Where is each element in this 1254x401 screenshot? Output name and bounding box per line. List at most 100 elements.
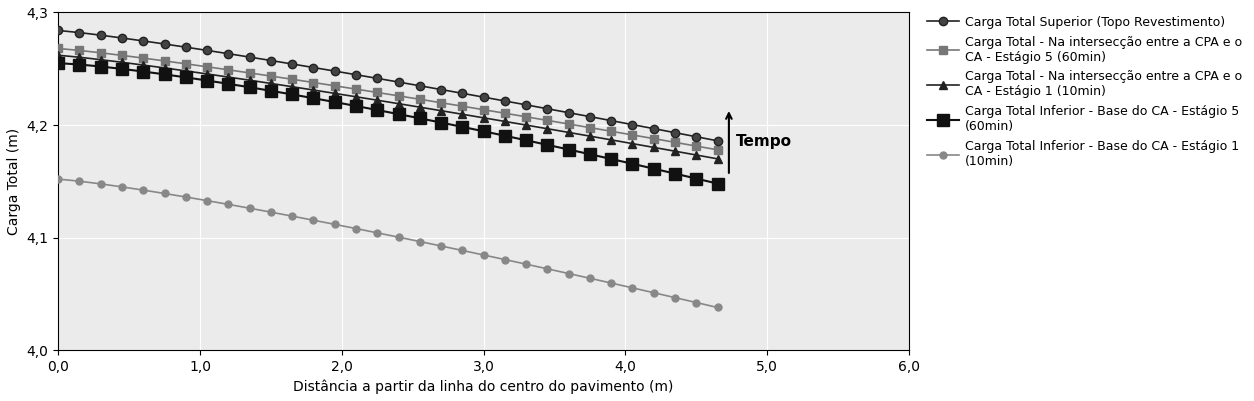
Carga Total Superior (Topo Revestimento) [603, 118, 618, 123]
Carga Total - Na intersecção entre a CPA e o
CA - Estágio 1 (10min) [519, 123, 534, 128]
Carga Total Inferior - Base do CA - Estágio 1
(10min) [199, 198, 214, 203]
Carga Total Superior (Topo Revestimento) [477, 95, 492, 99]
Carga Total Superior (Topo Revestimento) [646, 126, 661, 131]
Carga Total - Na intersecção entre a CPA e o
CA - Estágio 5 (60min) [221, 67, 236, 72]
Carga Total Inferior - Base do CA - Estágio 1
(10min) [477, 253, 492, 257]
Carga Total - Na intersecção entre a CPA e o
CA - Estágio 1 (10min) [540, 126, 556, 131]
Carga Total Inferior - Base do CA - Estágio 5
(60min) [285, 92, 300, 97]
Carga Total - Na intersecção entre a CPA e o
CA - Estágio 1 (10min) [370, 98, 385, 103]
Carga Total - Na intersecção entre a CPA e o
CA - Estágio 5 (60min) [519, 114, 534, 119]
Carga Total - Na intersecção entre a CPA e o
CA - Estágio 5 (60min) [50, 46, 65, 51]
Carga Total Superior (Topo Revestimento) [178, 45, 193, 50]
Carga Total Superior (Topo Revestimento) [582, 114, 597, 119]
Carga Total Inferior - Base do CA - Estágio 1
(10min) [93, 182, 108, 186]
Carga Total Superior (Topo Revestimento) [349, 72, 364, 77]
Carga Total Inferior - Base do CA - Estágio 1
(10min) [624, 286, 640, 290]
Carga Total - Na intersecção entre a CPA e o
CA - Estágio 5 (60min) [582, 125, 597, 130]
Carga Total Inferior - Base do CA - Estágio 1
(10min) [710, 305, 725, 310]
Carga Total - Na intersecção entre a CPA e o
CA - Estágio 1 (10min) [561, 130, 576, 135]
Carga Total - Na intersecção entre a CPA e o
CA - Estágio 1 (10min) [285, 84, 300, 89]
Carga Total Inferior - Base do CA - Estágio 5
(60min) [349, 103, 364, 108]
Carga Total - Na intersecção entre a CPA e o
CA - Estágio 5 (60min) [71, 48, 87, 53]
Carga Total Superior (Topo Revestimento) [157, 42, 172, 47]
Carga Total Inferior - Base do CA - Estágio 5
(60min) [646, 166, 661, 171]
Carga Total Inferior - Base do CA - Estágio 1
(10min) [306, 218, 321, 223]
Carga Total - Na intersecção entre a CPA e o
CA - Estágio 5 (60min) [349, 87, 364, 91]
Carga Total - Na intersecção entre a CPA e o
CA - Estágio 5 (60min) [413, 97, 428, 102]
Carga Total Inferior - Base do CA - Estágio 1
(10min) [582, 276, 597, 281]
Carga Total - Na intersecção entre a CPA e o
CA - Estágio 5 (60min) [370, 90, 385, 95]
X-axis label: Distância a partir da linha do centro do pavimento (m): Distância a partir da linha do centro do… [293, 380, 673, 394]
Carga Total Inferior - Base do CA - Estágio 5
(60min) [157, 72, 172, 77]
Carga Total Inferior - Base do CA - Estágio 5
(60min) [624, 161, 640, 166]
Carga Total - Na intersecção entre a CPA e o
CA - Estágio 5 (60min) [603, 129, 618, 134]
Carga Total Inferior - Base do CA - Estágio 1
(10min) [370, 231, 385, 235]
Carga Total Inferior - Base do CA - Estágio 5
(60min) [519, 138, 534, 143]
Carga Total Superior (Topo Revestimento) [306, 65, 321, 70]
Carga Total Inferior - Base do CA - Estágio 1
(10min) [285, 214, 300, 219]
Carga Total Superior (Topo Revestimento) [242, 55, 257, 59]
Carga Total Superior (Topo Revestimento) [391, 80, 406, 85]
Carga Total Inferior - Base do CA - Estágio 5
(60min) [370, 107, 385, 112]
Carga Total - Na intersecção entre a CPA e o
CA - Estágio 1 (10min) [157, 65, 172, 70]
Carga Total Inferior - Base do CA - Estágio 5
(60min) [93, 64, 108, 69]
Line: Carga Total Inferior - Base do CA - Estágio 1
(10min): Carga Total Inferior - Base do CA - Está… [55, 176, 721, 311]
Carga Total Inferior - Base do CA - Estágio 1
(10min) [603, 281, 618, 286]
Line: Carga Total - Na intersecção entre a CPA e o
CA - Estágio 5 (60min): Carga Total - Na intersecção entre a CPA… [54, 45, 722, 154]
Carga Total - Na intersecção entre a CPA e o
CA - Estágio 1 (10min) [263, 81, 278, 86]
Carga Total - Na intersecção entre a CPA e o
CA - Estágio 1 (10min) [688, 153, 703, 158]
Carga Total Inferior - Base do CA - Estágio 1
(10min) [667, 295, 682, 300]
Carga Total Inferior - Base do CA - Estágio 1
(10min) [540, 266, 556, 271]
Carga Total Inferior - Base do CA - Estágio 1
(10min) [157, 191, 172, 196]
Carga Total - Na intersecção entre a CPA e o
CA - Estágio 5 (60min) [646, 136, 661, 141]
Carga Total - Na intersecção entre a CPA e o
CA - Estágio 1 (10min) [477, 115, 492, 120]
Carga Total - Na intersecção entre a CPA e o
CA - Estágio 5 (60min) [624, 133, 640, 138]
Carga Total Inferior - Base do CA - Estágio 5
(60min) [477, 129, 492, 134]
Carga Total Inferior - Base do CA - Estágio 5
(60min) [50, 61, 65, 65]
Carga Total Superior (Topo Revestimento) [413, 83, 428, 88]
Carga Total Superior (Topo Revestimento) [114, 36, 129, 41]
Carga Total - Na intersecção entre a CPA e o
CA - Estágio 1 (10min) [710, 156, 725, 161]
Carga Total - Na intersecção entre a CPA e o
CA - Estágio 5 (60min) [667, 140, 682, 145]
Carga Total Superior (Topo Revestimento) [199, 48, 214, 53]
Line: Carga Total - Na intersecção entre a CPA e o
CA - Estágio 1 (10min): Carga Total - Na intersecção entre a CPA… [54, 51, 722, 163]
Y-axis label: Carga Total (m): Carga Total (m) [8, 128, 21, 235]
Carga Total Superior (Topo Revestimento) [285, 62, 300, 67]
Carga Total Inferior - Base do CA - Estágio 1
(10min) [242, 206, 257, 211]
Carga Total Inferior - Base do CA - Estágio 5
(60min) [561, 147, 576, 152]
Carga Total - Na intersecção entre a CPA e o
CA - Estágio 1 (10min) [434, 108, 449, 113]
Carga Total Superior (Topo Revestimento) [561, 110, 576, 115]
Carga Total Inferior - Base do CA - Estágio 1
(10min) [178, 194, 193, 199]
Carga Total Inferior - Base do CA - Estágio 5
(60min) [434, 120, 449, 125]
Carga Total - Na intersecção entre a CPA e o
CA - Estágio 1 (10min) [178, 69, 193, 73]
Carga Total - Na intersecção entre a CPA e o
CA - Estágio 1 (10min) [391, 101, 406, 106]
Carga Total Superior (Topo Revestimento) [540, 106, 556, 111]
Carga Total Inferior - Base do CA - Estágio 5
(60min) [242, 85, 257, 90]
Carga Total Superior (Topo Revestimento) [624, 122, 640, 127]
Carga Total Superior (Topo Revestimento) [434, 87, 449, 92]
Carga Total Inferior - Base do CA - Estágio 5
(60min) [263, 88, 278, 93]
Carga Total - Na intersecção entre a CPA e o
CA - Estágio 1 (10min) [221, 75, 236, 79]
Carga Total - Na intersecção entre a CPA e o
CA - Estágio 5 (60min) [498, 111, 513, 115]
Carga Total - Na intersecção entre a CPA e o
CA - Estágio 5 (60min) [178, 61, 193, 66]
Carga Total - Na intersecção entre a CPA e o
CA - Estágio 5 (60min) [477, 107, 492, 112]
Carga Total Inferior - Base do CA - Estágio 5
(60min) [688, 176, 703, 181]
Carga Total Inferior - Base do CA - Estágio 5
(60min) [178, 75, 193, 80]
Carga Total Superior (Topo Revestimento) [327, 69, 342, 73]
Carga Total Superior (Topo Revestimento) [71, 30, 87, 35]
Carga Total - Na intersecção entre a CPA e o
CA - Estágio 5 (60min) [688, 144, 703, 148]
Carga Total Inferior - Base do CA - Estágio 1
(10min) [455, 248, 470, 253]
Carga Total - Na intersecção entre a CPA e o
CA - Estágio 1 (10min) [603, 138, 618, 142]
Carga Total - Na intersecção entre a CPA e o
CA - Estágio 1 (10min) [646, 145, 661, 150]
Carga Total Inferior - Base do CA - Estágio 1
(10min) [391, 235, 406, 239]
Carga Total - Na intersecção entre a CPA e o
CA - Estágio 1 (10min) [135, 63, 150, 67]
Carga Total Inferior - Base do CA - Estágio 1
(10min) [688, 300, 703, 305]
Carga Total - Na intersecção entre a CPA e o
CA - Estágio 1 (10min) [327, 91, 342, 96]
Carga Total Inferior - Base do CA - Estágio 1
(10min) [413, 239, 428, 244]
Carga Total Inferior - Base do CA - Estágio 1
(10min) [221, 202, 236, 207]
Carga Total Inferior - Base do CA - Estágio 1
(10min) [349, 226, 364, 231]
Carga Total Superior (Topo Revestimento) [519, 102, 534, 107]
Carga Total Inferior - Base do CA - Estágio 5
(60min) [498, 134, 513, 138]
Carga Total - Na intersecção entre a CPA e o
CA - Estágio 5 (60min) [242, 71, 257, 75]
Carga Total - Na intersecção entre a CPA e o
CA - Estágio 5 (60min) [263, 74, 278, 79]
